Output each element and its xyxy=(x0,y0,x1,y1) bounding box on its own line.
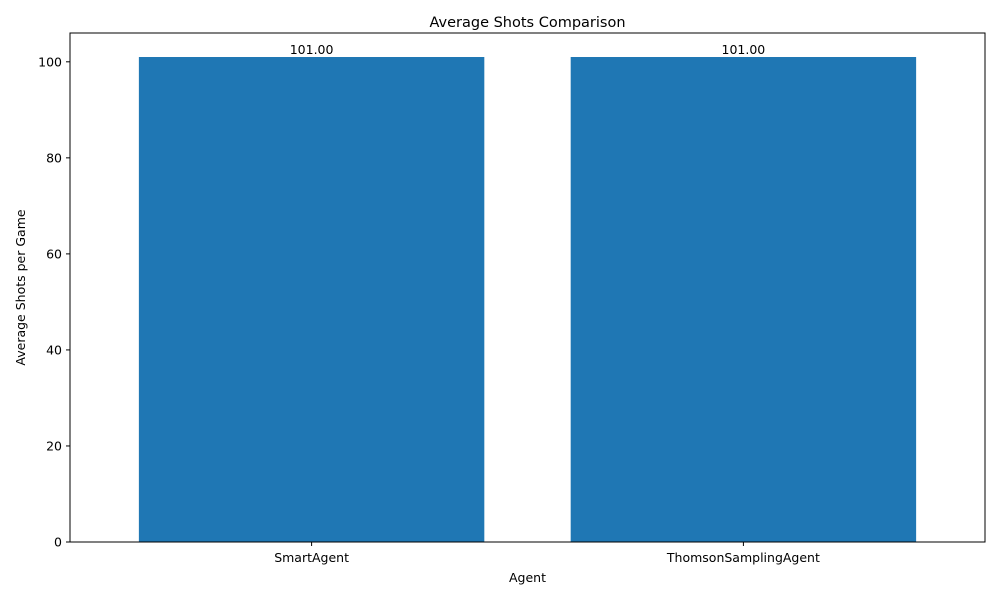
x-axis-label: Agent xyxy=(509,570,546,585)
x-tick-label-smartagent: SmartAgent xyxy=(274,550,349,565)
bar-smartagent xyxy=(138,57,485,543)
y-tick-label: 60 xyxy=(46,246,62,261)
y-axis: 0 20 40 60 80 100 xyxy=(38,54,70,550)
y-tick-label: 80 xyxy=(46,150,62,165)
y-tick-label: 20 xyxy=(46,438,62,453)
data-label-smartagent: 101.00 xyxy=(290,42,334,57)
x-axis: SmartAgent ThomsonSamplingAgent xyxy=(274,542,820,565)
plot-frame xyxy=(69,32,986,543)
data-labels-layer: 101.00 101.00 xyxy=(290,42,766,57)
chart-title: Average Shots Comparison xyxy=(429,15,625,31)
y-axis-label: Average Shots per Game xyxy=(13,209,28,365)
y-tick-label: 40 xyxy=(46,342,62,357)
bar-thomsonsamplingagent xyxy=(570,57,917,543)
x-tick-label-thomsonsamplingagent: ThomsonSamplingAgent xyxy=(666,550,820,565)
y-tick-label: 0 xyxy=(54,535,62,550)
bars-layer xyxy=(138,57,917,543)
y-tick-label: 100 xyxy=(38,54,62,69)
data-label-thomsonsamplingagent: 101.00 xyxy=(722,42,766,57)
